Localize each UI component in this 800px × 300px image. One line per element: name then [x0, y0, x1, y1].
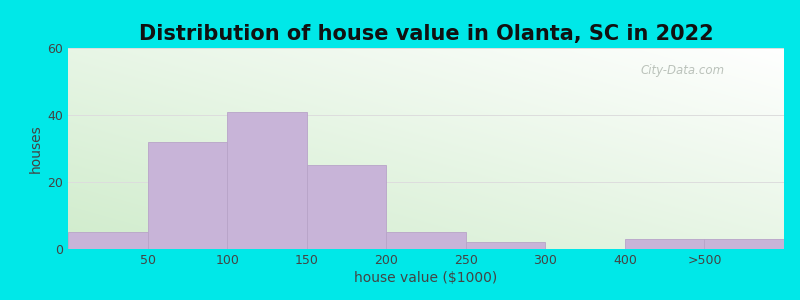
Bar [466, 242, 546, 249]
Bar [147, 142, 227, 249]
Bar [227, 112, 306, 249]
Title: Distribution of house value in Olanta, SC in 2022: Distribution of house value in Olanta, S… [138, 24, 714, 44]
Bar [68, 232, 147, 249]
Bar [306, 165, 386, 249]
Bar [705, 239, 784, 249]
Text: City-Data.com: City-Data.com [641, 64, 725, 77]
Bar [386, 232, 466, 249]
Bar [625, 239, 705, 249]
X-axis label: house value ($1000): house value ($1000) [354, 271, 498, 285]
Y-axis label: houses: houses [29, 124, 43, 173]
